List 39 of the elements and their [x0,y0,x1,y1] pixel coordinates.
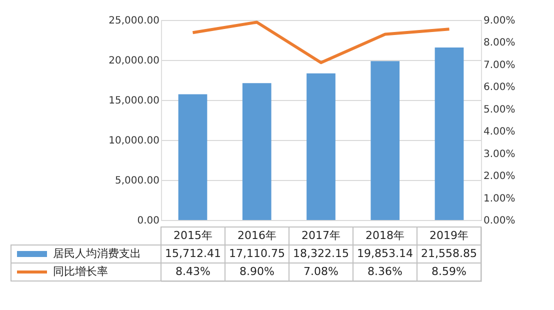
x-tick-label: 2016年 [238,229,276,242]
data-label: 8.36% [368,265,402,278]
bar [434,48,464,220]
y2-tick-label: 5.00% [484,104,516,116]
data-label: 7.08% [304,265,338,278]
y2-tick-label: 0.00% [484,216,516,226]
y-tick-label: 0.00 [137,216,160,226]
bar [242,83,272,220]
bar [178,94,208,220]
legend-label: 同比增长率 [53,265,108,278]
y2-tick-label: 8.00% [484,38,516,49]
y-tick-label: 20,000.00 [108,56,160,66]
legend-label: 居民人均消费支出 [53,247,141,260]
x-tick-label: 2015年 [174,229,212,242]
y2-tick-label: 6.00% [484,82,516,94]
data-label: 8.90% [240,265,274,278]
bar [306,73,336,220]
x-tick-label: 2017年 [302,229,340,242]
y-tick-label: 10,000.00 [108,136,160,146]
data-label: 8.59% [432,265,466,278]
y-tick-label: 25,000.00 [108,16,160,26]
x-tick-label: 2018年 [366,229,404,242]
data-label: 8.43% [176,265,210,278]
y-tick-label: 5,000.00 [114,176,160,186]
y2-tick-label: 7.00% [484,60,516,71]
data-label: 21,558.85 [421,247,477,260]
y2-tick-label: 3.00% [484,148,516,160]
y2-tick-label: 1.00% [484,193,516,204]
x-tick-label: 2019年 [430,229,468,242]
y2-tick-label: 9.00% [484,16,516,26]
line-series [191,20,451,64]
y2-tick-label: 4.00% [484,126,516,138]
data-label: 18,322.15 [293,247,349,260]
data-label: 17,110.75 [229,247,285,260]
data-label: 15,712.41 [165,247,221,260]
y-tick-label: 15,000.00 [108,96,160,106]
y2-tick-label: 2.00% [484,171,516,182]
data-label: 19,853.14 [357,247,413,260]
bar [370,61,400,220]
